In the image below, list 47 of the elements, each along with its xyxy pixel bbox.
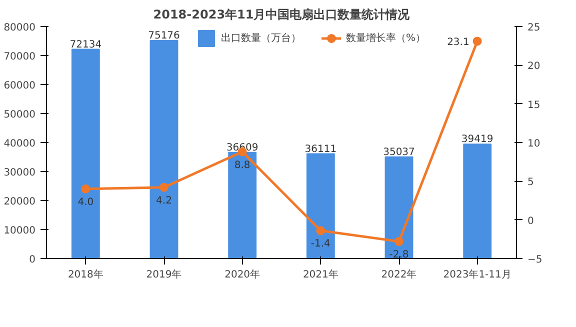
y-tick-label: 70000	[4, 52, 36, 62]
y2-tick-label: 20	[528, 61, 540, 72]
data-label: 23.1	[447, 37, 470, 48]
y2-tick-label: 15	[528, 100, 540, 111]
point	[472, 36, 482, 46]
data-label: 39419	[461, 134, 494, 146]
point	[316, 226, 326, 236]
y2-tick-label: 0	[528, 216, 534, 227]
y2-tick-label: −5	[528, 254, 542, 266]
point	[81, 184, 90, 194]
x-tick-label: 2020年	[224, 268, 260, 280]
data-label: 8.8	[234, 160, 250, 171]
y-tick-label: 20000	[4, 196, 36, 208]
y-tick-label: 10000	[4, 226, 36, 236]
data-label: 4.2	[156, 195, 172, 206]
data-label: 4.0	[78, 196, 94, 208]
data-label: 36111	[304, 144, 337, 155]
x-tick-label: 2018年	[68, 268, 104, 280]
data-label: 75176	[148, 30, 180, 42]
y2-tick-label: 25	[528, 22, 540, 34]
data-label: 35037	[383, 146, 415, 158]
bar	[228, 152, 257, 258]
data-label: 72134	[70, 39, 102, 50]
y-tick-label: 80000	[4, 22, 36, 34]
y-tick-label: 0	[29, 254, 36, 266]
x-tick-label: 2022年	[381, 268, 417, 280]
legend-label: 数量增长率（%）	[346, 32, 426, 45]
legend-label: 出口数量（万台）	[221, 32, 301, 45]
y2-tick-label: 10	[528, 138, 540, 150]
point	[160, 182, 168, 192]
x-tick-label: 2019年	[146, 268, 182, 280]
data-label: -1.4	[310, 238, 330, 250]
y-tick-label: 50000	[4, 110, 36, 120]
data-label: -2.8	[389, 249, 409, 260]
bar	[306, 153, 335, 258]
bar	[150, 40, 178, 258]
y-tick-label: 60000	[4, 80, 36, 92]
y-tick-label: 40000	[4, 138, 36, 150]
chart-title: 2018-2023年11月中国电扇出口数量统计情况	[153, 8, 411, 22]
bar	[71, 48, 100, 258]
point	[394, 236, 404, 246]
x-tick-label: 2023年1-11月	[443, 268, 512, 280]
x-tick-label: 2021年	[302, 268, 338, 280]
y-tick-label: 30000	[4, 168, 36, 178]
y2-tick-label: 5	[528, 177, 534, 188]
bar	[384, 156, 414, 258]
bar	[463, 144, 492, 258]
